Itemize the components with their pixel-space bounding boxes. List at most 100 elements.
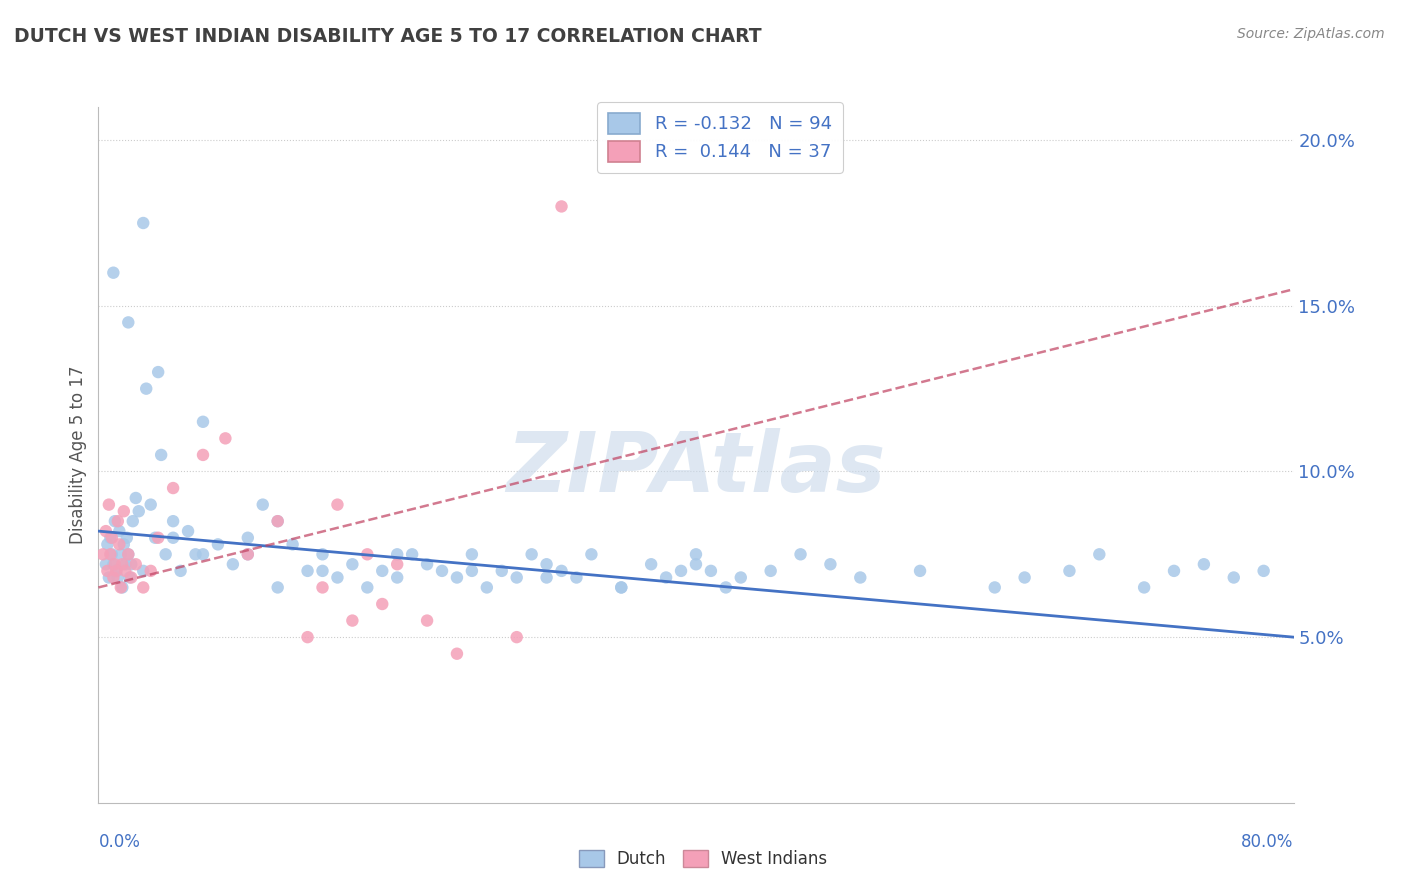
Point (162, 531, 184, 545)
Point (120, 558, 142, 572)
Point (98, 547, 122, 561)
Point (97, 570, 120, 584)
Point (640, 558, 662, 572)
Point (356, 547, 378, 561)
Point (685, 558, 707, 572)
Point (342, 558, 364, 572)
Point (311, 581, 333, 595)
Point (1088, 547, 1111, 561)
Point (135, 382, 157, 396)
Point (162, 481, 184, 495)
Point (108, 537, 131, 551)
Point (908, 564, 931, 578)
Point (101, 547, 124, 561)
Point (103, 558, 125, 572)
Point (610, 581, 633, 595)
Point (128, 504, 150, 518)
Point (125, 558, 148, 572)
Point (1253, 564, 1275, 578)
Point (103, 266, 125, 280)
Point (520, 547, 543, 561)
Point (104, 558, 127, 572)
Point (191, 448, 214, 462)
Point (536, 570, 558, 584)
Text: 0.0%: 0.0% (98, 833, 141, 851)
Point (148, 531, 170, 545)
Point (430, 564, 453, 578)
Text: ZIPAtlas: ZIPAtlas (506, 428, 886, 509)
Point (132, 564, 155, 578)
Point (356, 581, 378, 595)
Point (281, 537, 304, 551)
Point (103, 570, 125, 584)
Point (139, 564, 162, 578)
Point (491, 564, 513, 578)
Point (96, 564, 118, 578)
Point (416, 614, 439, 628)
Point (416, 558, 439, 572)
Point (385, 547, 409, 561)
Point (297, 630, 319, 644)
Point (117, 547, 139, 561)
Point (342, 614, 364, 628)
Point (108, 524, 131, 538)
Y-axis label: Disability Age 5 to 17: Disability Age 5 to 17 (69, 366, 87, 544)
Point (114, 558, 136, 572)
Point (267, 581, 290, 595)
Point (475, 581, 498, 595)
Point (1163, 564, 1185, 578)
Point (112, 504, 135, 518)
Point (132, 581, 155, 595)
Point (506, 570, 529, 584)
Point (789, 547, 811, 561)
Point (506, 630, 529, 644)
Point (550, 199, 572, 213)
Point (114, 564, 136, 578)
Point (111, 558, 134, 572)
Point (97, 498, 120, 512)
Point (297, 564, 319, 578)
Point (111, 581, 134, 595)
Point (98, 531, 122, 545)
Point (1223, 570, 1246, 584)
Point (236, 547, 259, 561)
Point (132, 216, 155, 230)
Point (94, 558, 117, 572)
Point (105, 564, 128, 578)
Point (655, 570, 678, 584)
Point (236, 547, 259, 561)
Point (371, 564, 394, 578)
Point (446, 647, 468, 661)
Point (104, 514, 127, 528)
Point (91, 547, 114, 561)
Point (1192, 558, 1215, 572)
Text: DUTCH VS WEST INDIAN DISABILITY AGE 5 TO 17 CORRELATION CHART: DUTCH VS WEST INDIAN DISABILITY AGE 5 TO… (14, 27, 762, 45)
Point (169, 564, 191, 578)
Point (191, 415, 214, 429)
Point (759, 564, 782, 578)
Point (184, 547, 207, 561)
Point (101, 531, 124, 545)
Point (581, 547, 603, 561)
Point (236, 531, 259, 545)
Point (401, 547, 423, 561)
Point (461, 547, 484, 561)
Point (139, 498, 162, 512)
Point (1059, 564, 1081, 578)
Point (326, 570, 349, 584)
Point (105, 564, 128, 578)
Point (685, 547, 707, 561)
Point (311, 564, 333, 578)
Point (1014, 570, 1036, 584)
Point (121, 514, 143, 528)
Point (214, 431, 236, 445)
Point (110, 581, 132, 595)
Point (267, 514, 290, 528)
Point (125, 491, 148, 505)
Point (311, 547, 333, 561)
Point (326, 498, 349, 512)
Text: 80.0%: 80.0% (1241, 833, 1294, 851)
Point (984, 581, 1007, 595)
Point (550, 564, 572, 578)
Point (107, 570, 129, 584)
